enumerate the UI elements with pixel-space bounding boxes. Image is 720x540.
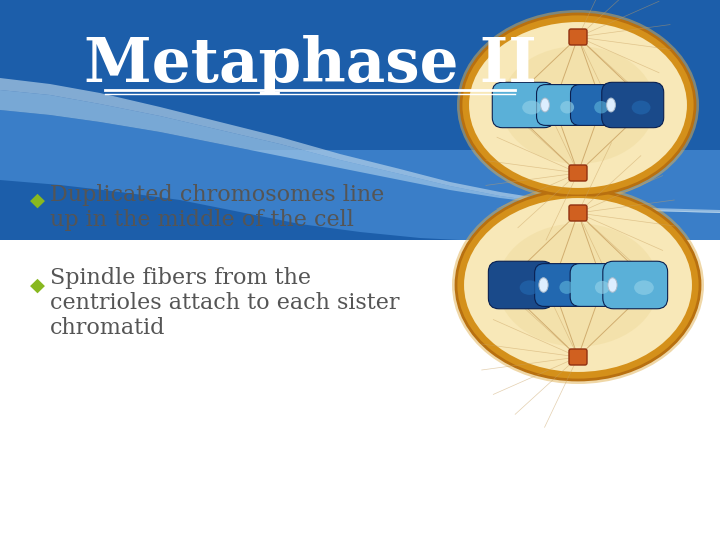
FancyBboxPatch shape: [492, 82, 554, 127]
Polygon shape: [0, 0, 720, 240]
FancyBboxPatch shape: [569, 29, 587, 45]
FancyBboxPatch shape: [570, 264, 621, 306]
Text: ◆: ◆: [30, 275, 45, 294]
Polygon shape: [0, 90, 720, 213]
Text: Duplicated chromosomes line: Duplicated chromosomes line: [50, 184, 384, 206]
Ellipse shape: [457, 10, 699, 200]
FancyBboxPatch shape: [535, 264, 586, 306]
Text: chromatid: chromatid: [50, 317, 166, 339]
Text: Spindle fibers from the: Spindle fibers from the: [50, 267, 311, 289]
FancyBboxPatch shape: [569, 165, 587, 181]
Ellipse shape: [595, 281, 609, 294]
Ellipse shape: [634, 280, 654, 295]
Polygon shape: [0, 0, 720, 240]
FancyBboxPatch shape: [569, 349, 587, 365]
Ellipse shape: [559, 281, 574, 294]
Ellipse shape: [560, 101, 574, 113]
FancyBboxPatch shape: [570, 85, 619, 125]
Ellipse shape: [501, 46, 655, 164]
Text: Metaphase II: Metaphase II: [84, 35, 536, 95]
Ellipse shape: [498, 224, 659, 347]
Ellipse shape: [468, 21, 688, 189]
FancyBboxPatch shape: [488, 261, 553, 309]
Text: centrioles attach to each sister: centrioles attach to each sister: [50, 292, 400, 314]
Text: up in the middle of the cell: up in the middle of the cell: [50, 209, 354, 231]
Ellipse shape: [539, 278, 548, 292]
Ellipse shape: [541, 98, 549, 112]
Polygon shape: [0, 0, 720, 150]
FancyBboxPatch shape: [536, 85, 585, 125]
Polygon shape: [0, 110, 720, 212]
FancyBboxPatch shape: [602, 82, 664, 127]
Ellipse shape: [631, 100, 650, 114]
FancyBboxPatch shape: [569, 205, 587, 221]
Ellipse shape: [522, 100, 541, 114]
Ellipse shape: [456, 190, 700, 380]
Ellipse shape: [608, 278, 617, 292]
Text: ◆: ◆: [30, 191, 45, 210]
Polygon shape: [0, 78, 720, 213]
Ellipse shape: [461, 14, 695, 196]
Ellipse shape: [452, 186, 704, 384]
Ellipse shape: [463, 197, 693, 373]
Ellipse shape: [594, 101, 608, 113]
Ellipse shape: [606, 98, 616, 112]
Ellipse shape: [520, 280, 539, 295]
FancyBboxPatch shape: [603, 261, 667, 309]
